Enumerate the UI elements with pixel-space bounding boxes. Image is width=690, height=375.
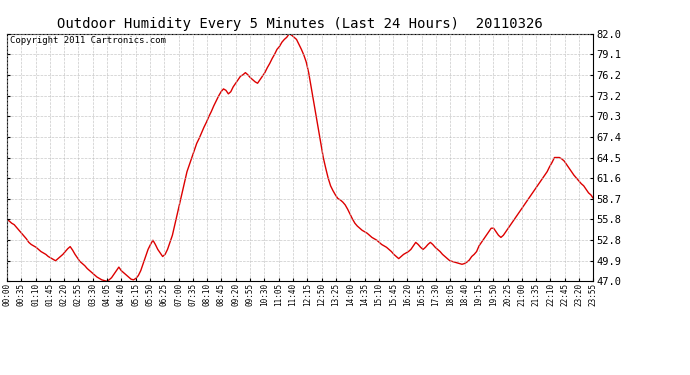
Title: Outdoor Humidity Every 5 Minutes (Last 24 Hours)  20110326: Outdoor Humidity Every 5 Minutes (Last 2… bbox=[57, 17, 543, 31]
Text: Copyright 2011 Cartronics.com: Copyright 2011 Cartronics.com bbox=[10, 36, 166, 45]
